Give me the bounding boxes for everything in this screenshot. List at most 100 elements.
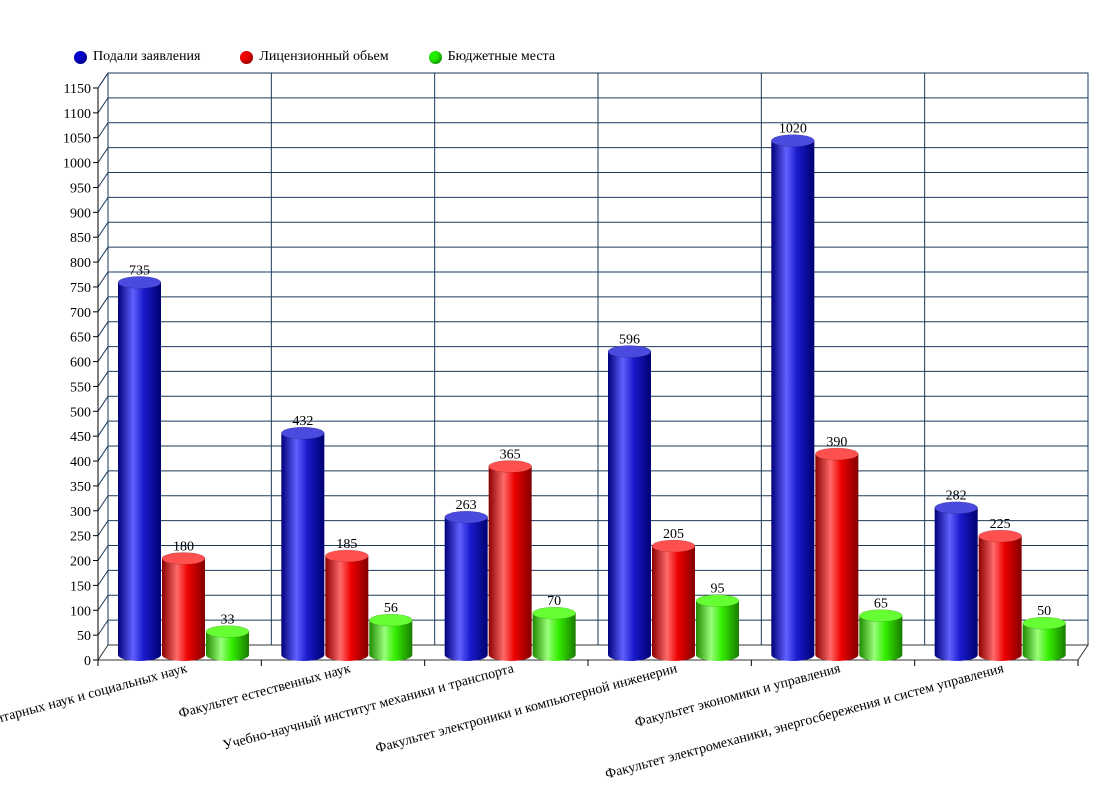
bar bbox=[117, 276, 162, 661]
data-label: 50 bbox=[1037, 604, 1051, 619]
bar-top bbox=[532, 606, 576, 620]
bar-top bbox=[117, 276, 162, 289]
data-label: 225 bbox=[990, 517, 1011, 532]
bar-body bbox=[696, 600, 739, 661]
bar-top bbox=[444, 510, 488, 524]
bar-body bbox=[444, 517, 488, 661]
legend-label: Подали заявления bbox=[93, 49, 201, 64]
bar bbox=[488, 460, 532, 662]
y-tick-label: 900 bbox=[70, 206, 91, 221]
bar-top bbox=[281, 426, 325, 440]
legend-label: Лицензионный обьем bbox=[259, 49, 389, 64]
data-label: 180 bbox=[173, 539, 194, 554]
gridline-side bbox=[97, 271, 109, 288]
bar-body bbox=[815, 454, 859, 661]
bar bbox=[532, 606, 576, 661]
data-label: 33 bbox=[221, 613, 235, 628]
y-tick-label: 100 bbox=[70, 604, 91, 619]
y-tick-label: 450 bbox=[70, 430, 91, 445]
y-tick-label: 250 bbox=[70, 530, 91, 545]
bar-body bbox=[608, 351, 651, 661]
bar-body bbox=[488, 466, 532, 662]
gridline-side bbox=[97, 445, 109, 462]
gridline-side bbox=[97, 420, 109, 437]
data-label: 70 bbox=[547, 594, 561, 609]
gridline-side bbox=[97, 122, 109, 139]
legend-marker-icon bbox=[74, 50, 87, 64]
gridline-side bbox=[97, 346, 109, 362]
bar-top bbox=[978, 529, 1022, 543]
bar bbox=[859, 609, 903, 661]
y-tick-label: 200 bbox=[70, 555, 91, 570]
y-tick-label: 400 bbox=[70, 455, 91, 470]
gridline-side bbox=[97, 396, 109, 412]
gridline-side bbox=[97, 545, 109, 561]
bar-top bbox=[205, 625, 250, 638]
bar-top bbox=[607, 345, 652, 358]
bar bbox=[771, 134, 815, 661]
data-label: 390 bbox=[826, 435, 847, 450]
legend-item-budget: Бюджетные места bbox=[428, 49, 556, 65]
data-label: 365 bbox=[500, 447, 521, 462]
legend: Подали заявления Лицензионный обьем Бюдж… bbox=[74, 48, 595, 66]
legend-label: Бюджетные места bbox=[447, 49, 556, 64]
data-label: 263 bbox=[456, 498, 477, 513]
gridline-side bbox=[97, 371, 109, 387]
bar-top bbox=[695, 594, 740, 607]
y-tick-label: 50 bbox=[77, 629, 91, 644]
data-label: 65 bbox=[874, 597, 888, 612]
bar-body bbox=[771, 140, 815, 661]
bar-top bbox=[161, 552, 206, 565]
gridline-side bbox=[97, 197, 109, 213]
y-tick-label: 950 bbox=[70, 181, 91, 196]
bar bbox=[978, 529, 1022, 661]
bar bbox=[369, 613, 413, 661]
bar bbox=[815, 447, 859, 661]
legend-item-applications: Подали заявления bbox=[74, 49, 200, 65]
x-tick-label: Учебно-научный институт механики и транс… bbox=[221, 661, 516, 753]
data-label: 282 bbox=[946, 489, 967, 504]
data-label: 1020 bbox=[779, 122, 807, 137]
gridline-side bbox=[97, 321, 109, 337]
y-tick-label: 300 bbox=[70, 505, 91, 520]
bar bbox=[607, 345, 652, 661]
bar-body bbox=[162, 558, 205, 661]
bar-body bbox=[532, 613, 576, 661]
bar bbox=[695, 594, 740, 661]
bar-body bbox=[281, 433, 325, 661]
gridline-side bbox=[97, 470, 109, 487]
bar-body bbox=[1022, 623, 1066, 661]
bar-body bbox=[369, 620, 413, 661]
data-label: 596 bbox=[619, 333, 640, 348]
y-tick-label: 1000 bbox=[63, 157, 91, 172]
y-tick-label: 600 bbox=[70, 356, 91, 371]
x-tick-label: Факультет электроники и компьютерной инж… bbox=[374, 661, 679, 756]
legend-item-license: Лицензионный обьем bbox=[240, 49, 389, 65]
gridline-side bbox=[97, 246, 109, 263]
gridline-side bbox=[97, 520, 109, 536]
data-label: 205 bbox=[663, 527, 684, 542]
gridline-side bbox=[97, 570, 109, 586]
y-tick-label: 750 bbox=[70, 281, 91, 296]
bar-top bbox=[859, 609, 903, 622]
bar bbox=[934, 501, 978, 661]
data-label: 432 bbox=[292, 414, 313, 429]
bar bbox=[281, 426, 325, 661]
legend-marker-icon bbox=[428, 50, 442, 64]
y-tick-label: 1150 bbox=[64, 82, 91, 97]
bar-top bbox=[651, 539, 696, 553]
y-tick-label: 1050 bbox=[63, 132, 91, 147]
y-tick-label: 650 bbox=[70, 331, 91, 346]
bar bbox=[205, 625, 250, 661]
data-label: 735 bbox=[129, 263, 150, 278]
bar-body bbox=[325, 555, 369, 661]
gridline-side bbox=[97, 97, 109, 114]
gridline-side bbox=[97, 221, 109, 238]
side-wall-top bbox=[97, 72, 109, 89]
y-tick-label: 150 bbox=[70, 579, 91, 594]
bar-body bbox=[206, 631, 249, 661]
legend-marker-icon bbox=[240, 50, 254, 64]
y-tick-label: 850 bbox=[70, 231, 91, 246]
bar-top bbox=[369, 613, 413, 627]
